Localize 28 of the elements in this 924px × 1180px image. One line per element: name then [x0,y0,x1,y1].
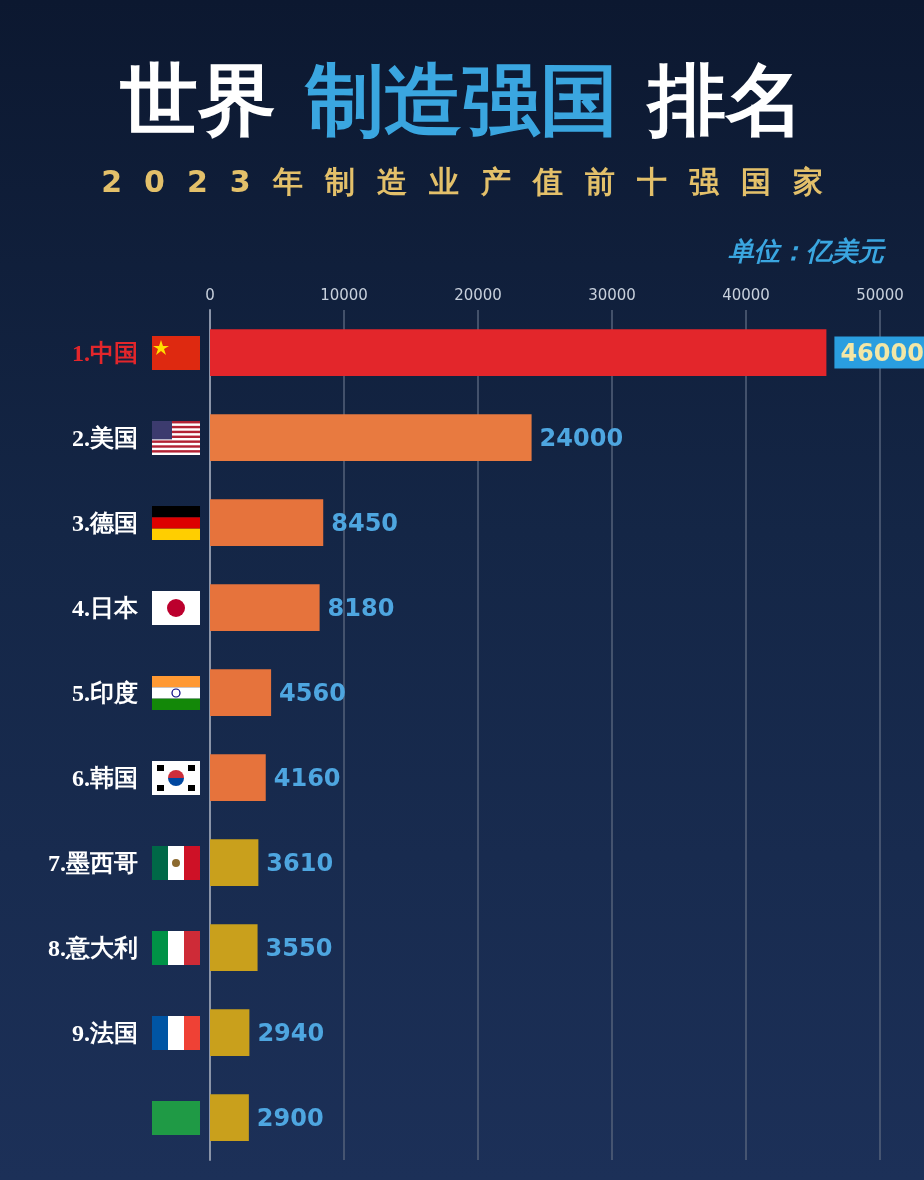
y-tick-label: 8.意大利 [48,934,138,961]
data-label: 46000 [840,338,924,367]
y-tick-label: 2.美国 [72,423,138,451]
x-tick-label: 50000 [856,285,904,304]
data-label: 4160 [273,763,341,792]
y-tick-label: 1.中国 [72,339,138,366]
y-tick-label: 3.德国 [72,509,138,536]
y-tick-label: 6.韩国 [72,764,138,791]
data-label: 2900 [256,1103,324,1132]
y-tick-label: 4.日本 [72,594,139,621]
x-tick-label: 40000 [722,285,770,304]
x-tick-label: 30000 [588,285,636,304]
data-label: 3610 [266,848,334,877]
data-label: 8180 [327,593,395,622]
data-label: 3550 [265,933,333,962]
x-tick-label: 10000 [320,285,368,304]
chart-title: 世界 制造强国 排名 [120,54,804,147]
data-label: 2940 [257,1018,325,1047]
x-tick-label: 0 [205,285,215,304]
x-tick-label: 20000 [454,285,502,304]
data-label: 8450 [331,508,399,537]
data-label: 24000 [539,423,624,452]
chart-subtitle: 2023年制造业产值前十强国家 [100,163,846,201]
y-tick-label: 7.墨西哥 [48,849,138,876]
text: 单位：亿美元 [728,236,887,266]
y-tick-label: 5.印度 [72,679,138,706]
data-label: 4560 [279,678,346,707]
y-tick-label: 9.法国 [72,1019,138,1046]
